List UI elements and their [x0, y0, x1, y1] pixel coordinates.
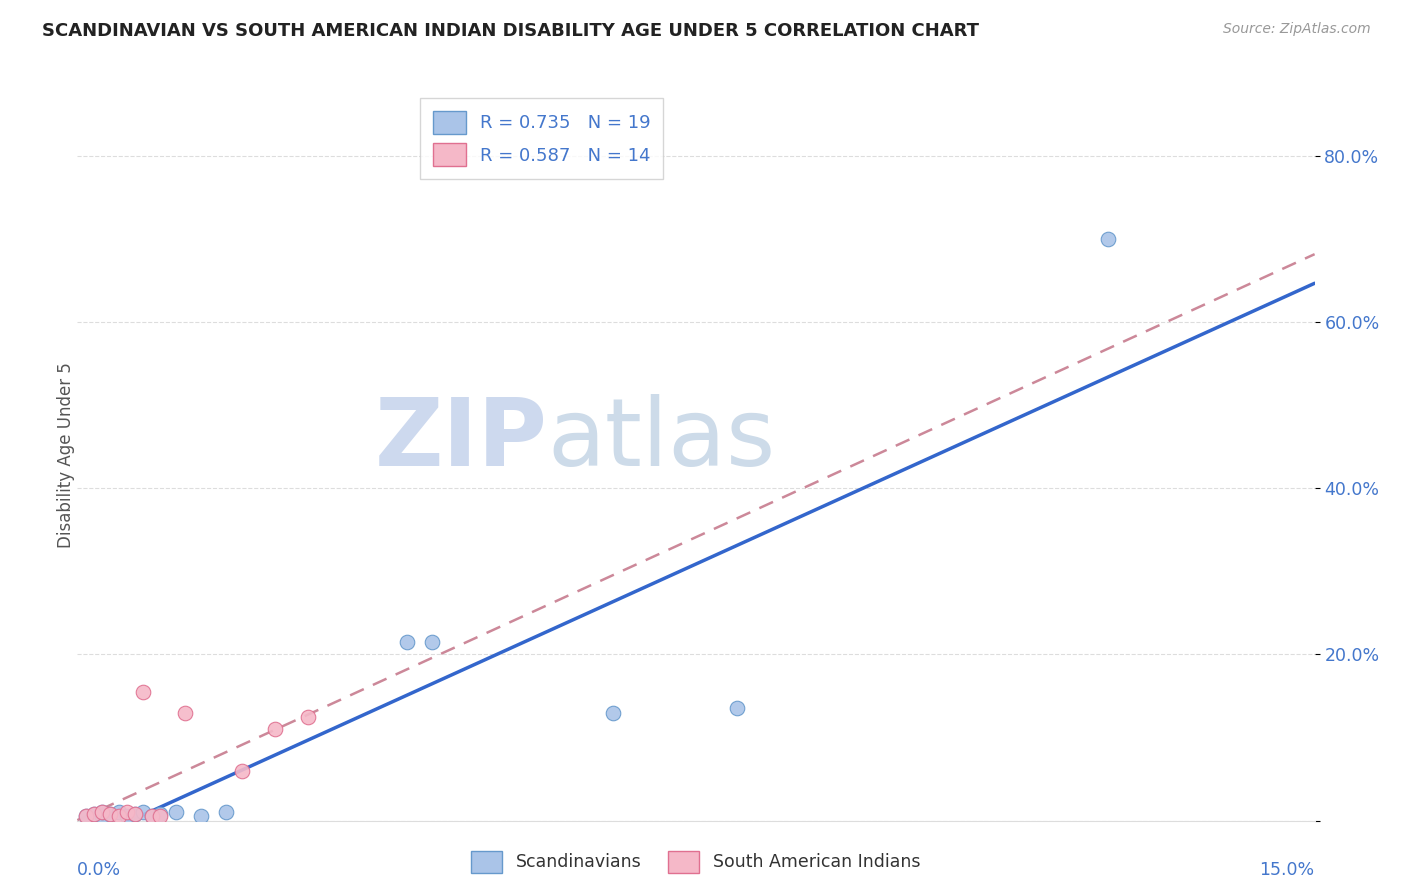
- Point: [91, 805, 114, 820]
- Point: [115, 805, 138, 820]
- Point: [190, 809, 212, 823]
- Point: [75, 809, 97, 823]
- Point: [115, 809, 138, 823]
- Point: [396, 635, 419, 649]
- Point: [725, 701, 748, 715]
- Y-axis label: Disability Age Under 5: Disability Age Under 5: [58, 362, 75, 548]
- Text: 15.0%: 15.0%: [1260, 861, 1315, 879]
- Point: [1097, 232, 1119, 246]
- Point: [132, 805, 155, 820]
- Point: [98, 807, 121, 822]
- Legend: Scandinavians, South American Indians: Scandinavians, South American Indians: [458, 838, 934, 885]
- Point: [107, 805, 129, 820]
- Point: [83, 807, 105, 822]
- Point: [602, 706, 624, 720]
- Point: [165, 805, 187, 820]
- Point: [141, 809, 163, 823]
- Point: [132, 685, 155, 699]
- Point: [264, 723, 287, 737]
- Point: [124, 807, 146, 822]
- Point: [124, 807, 146, 822]
- Point: [149, 807, 172, 822]
- Point: [98, 807, 121, 822]
- Point: [91, 809, 114, 823]
- Text: SCANDINAVIAN VS SOUTH AMERICAN INDIAN DISABILITY AGE UNDER 5 CORRELATION CHART: SCANDINAVIAN VS SOUTH AMERICAN INDIAN DI…: [42, 22, 979, 40]
- Point: [141, 809, 163, 823]
- Point: [297, 710, 319, 724]
- Point: [215, 805, 238, 820]
- Point: [231, 764, 253, 778]
- Point: [83, 807, 105, 822]
- Point: [75, 809, 97, 823]
- Point: [420, 635, 443, 649]
- Point: [91, 805, 114, 820]
- Text: atlas: atlas: [547, 394, 776, 486]
- Text: Source: ZipAtlas.com: Source: ZipAtlas.com: [1223, 22, 1371, 37]
- Point: [173, 706, 195, 720]
- Text: 0.0%: 0.0%: [77, 861, 121, 879]
- Point: [149, 809, 172, 823]
- Text: ZIP: ZIP: [374, 394, 547, 486]
- Point: [107, 809, 129, 823]
